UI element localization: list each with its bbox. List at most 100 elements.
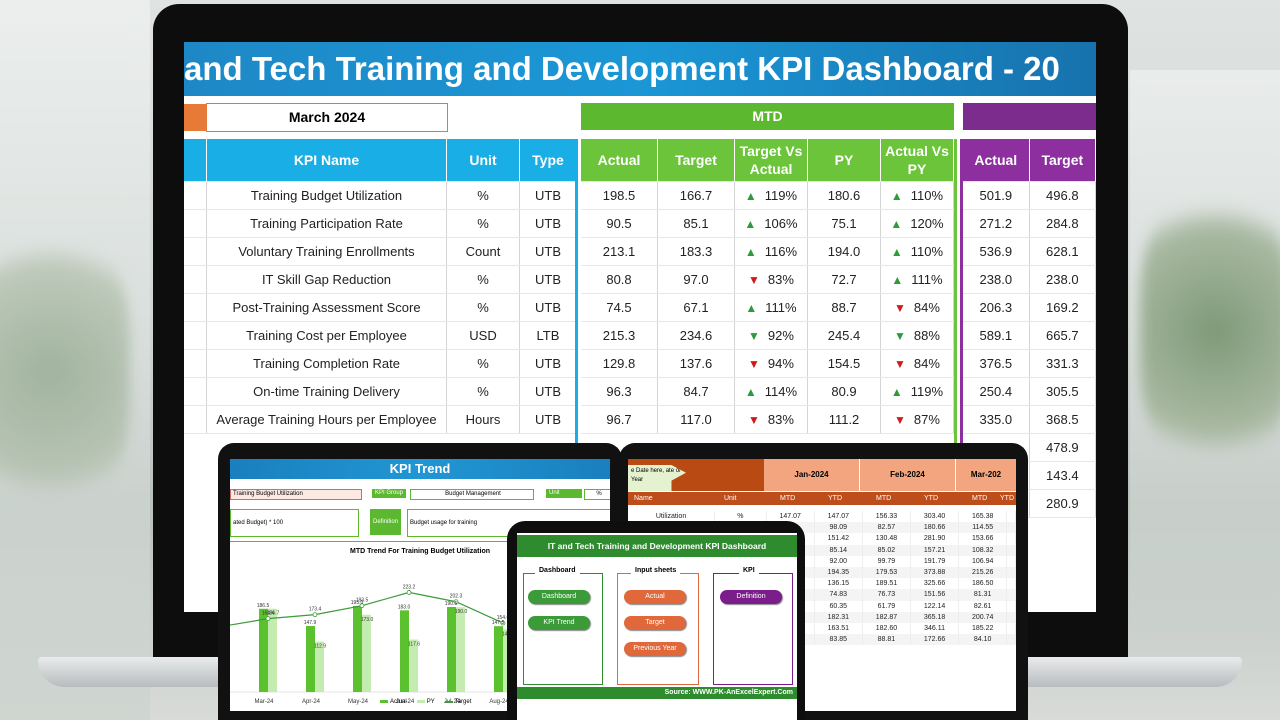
- mtd-target: 84.7: [657, 377, 735, 406]
- kpi-row: Voluntary Training Enrollments Count UTB: [184, 237, 577, 266]
- monthly-cell: [1006, 622, 1016, 635]
- mtd-target-vs-actual: ▼ 92%: [734, 321, 808, 350]
- mtd-py: 180.6: [807, 181, 881, 210]
- monthly-cell: 325.66: [910, 578, 960, 590]
- kpi-unit: %: [446, 209, 520, 238]
- mtd-header-actual-vs-py: Actual Vs PY: [880, 139, 954, 182]
- row-blank: [184, 181, 207, 210]
- col-mar-mtd: MTD: [972, 495, 988, 502]
- chart-legend: Actual PY Target: [380, 699, 471, 705]
- kpi-unit: %: [446, 349, 520, 378]
- dashboard-button[interactable]: Dashboard: [528, 590, 590, 604]
- data-label-actual: 147.9: [304, 620, 317, 626]
- data-label-target: 223.2: [403, 584, 416, 590]
- formula-box: ated Budget) * 100: [230, 509, 359, 537]
- kpi-type: UTB: [519, 377, 577, 406]
- ytd-actual: 335.0: [963, 405, 1030, 434]
- data-label-target: 193.5: [356, 598, 369, 604]
- kpi-group-value: Budget Management: [410, 489, 534, 500]
- mtd-actual-vs-py: ▼ 84%: [880, 349, 954, 378]
- kpi-trend-button[interactable]: KPI Trend: [528, 616, 590, 630]
- kpi-group-label: KPI Group: [372, 489, 407, 498]
- mtd-actual: 74.5: [581, 293, 658, 322]
- monthly-cell: 151.56: [910, 589, 960, 601]
- previous-year-button[interactable]: Previous Year: [624, 642, 686, 656]
- trend-arrow-icon: ▲: [745, 301, 758, 315]
- monthly-cell: 81.31: [958, 589, 1008, 601]
- kpi-unit: %: [446, 181, 520, 210]
- trend-arrow-icon: ▼: [748, 273, 760, 287]
- kpi-type: UTB: [519, 181, 577, 210]
- monthly-cell: %: [714, 511, 767, 523]
- bar-actual: [447, 607, 456, 692]
- monthly-cell: [1006, 600, 1016, 612]
- unit-value: %: [584, 489, 610, 500]
- mtd-target-vs-actual: ▲ 106%: [734, 209, 808, 238]
- kpi-header-blank: [184, 139, 207, 182]
- target-button[interactable]: Target: [624, 616, 686, 630]
- monthly-cell: [1006, 522, 1016, 534]
- row-blank: [184, 349, 207, 378]
- monthly-cell: 346.11: [910, 622, 960, 635]
- unit-label: Unit: [546, 489, 582, 498]
- target-point: [453, 599, 459, 605]
- ytd-header: [963, 103, 1096, 130]
- col-mar-ytd: YTD: [1000, 495, 1014, 502]
- mtd-py: 80.9: [807, 377, 881, 406]
- ytd-row: 238.0 238.0: [963, 265, 1096, 294]
- kpi-select[interactable]: Training Budget Utilization: [230, 489, 362, 500]
- ytd-target: 305.5: [1029, 377, 1096, 406]
- ytd-target: 368.5: [1029, 405, 1096, 434]
- monthly-cell: 88.81: [862, 634, 911, 646]
- mtd-actual: 80.8: [581, 265, 658, 294]
- target-point: [406, 590, 412, 595]
- mtd-row: 213.1 183.3 ▲ 116% 194.0 ▲ 110%: [581, 237, 954, 266]
- definition-button[interactable]: Definition: [720, 590, 782, 604]
- monthly-cell: 60.35: [814, 600, 863, 612]
- monthly-cell: 153.66: [958, 533, 1008, 545]
- mtd-actual-vs-py: ▼ 87%: [880, 405, 954, 434]
- mtd-target: 183.3: [657, 237, 735, 266]
- data-label-target: 164.4: [262, 611, 275, 617]
- ytd-actual: 536.9: [963, 237, 1030, 266]
- row-blank: [184, 405, 207, 434]
- mtd-row: 80.8 97.0 ▼ 83% 72.7 ▲ 111%: [581, 265, 954, 294]
- mtd-actual-vs-py: ▲ 110%: [880, 237, 954, 266]
- mtd-actual-vs-py: ▲ 110%: [880, 181, 954, 210]
- mtd-actual: 90.5: [581, 209, 658, 238]
- kpi-unit: Hours: [446, 405, 520, 434]
- mtd-actual-vs-py: ▲ 119%: [880, 377, 954, 406]
- mtd-target-vs-actual: ▲ 119%: [734, 181, 808, 210]
- data-label-target: 202.3: [450, 594, 463, 600]
- monthly-cell: 156.33: [862, 511, 911, 523]
- target-point: [312, 612, 318, 618]
- mtd-py: 88.7: [807, 293, 881, 322]
- ytd-target: 284.8: [1029, 209, 1096, 238]
- monthly-cell: 186.50: [958, 578, 1008, 590]
- x-tick-label: Mar-24: [254, 699, 274, 705]
- kpi-name: On-time Training Delivery: [206, 377, 447, 406]
- kpi-name: IT Skill Gap Reduction: [206, 265, 447, 294]
- ytd-target: 280.9: [1029, 489, 1096, 518]
- ytd-header-actual: Actual: [963, 139, 1030, 182]
- kpi-row: Training Participation Rate % UTB: [184, 209, 577, 238]
- trend-arrow-icon: ▲: [891, 273, 904, 287]
- monthly-cell: 151.42: [814, 533, 863, 545]
- background-plant: [1140, 180, 1280, 480]
- definition-label: Definition: [370, 509, 402, 535]
- column-separator: [575, 139, 578, 539]
- trend-arrow-icon: ▲: [890, 385, 903, 399]
- month-header-mar: Mar-202: [956, 459, 1016, 491]
- actual-button[interactable]: Actual: [624, 590, 686, 604]
- ytd-target: 665.7: [1029, 321, 1096, 350]
- kpi-header-name: KPI Name: [206, 139, 447, 182]
- ytd-row: 376.5 331.3: [963, 349, 1096, 378]
- monthly-cell: 84.10: [958, 634, 1008, 646]
- mtd-actual-vs-py: ▲ 111%: [880, 265, 954, 294]
- mtd-target-vs-actual: ▲ 116%: [734, 237, 808, 266]
- chart-title: MTD Trend For Training Budget Utilizatio…: [350, 548, 490, 555]
- data-label-py: 173.0: [361, 617, 374, 623]
- month-selector[interactable]: March 2024: [206, 103, 448, 132]
- kpi-row: Post-Training Assessment Score % UTB: [184, 293, 577, 322]
- source-footer: Source: WWW.PK-AnExcelExpert.Com: [517, 687, 797, 699]
